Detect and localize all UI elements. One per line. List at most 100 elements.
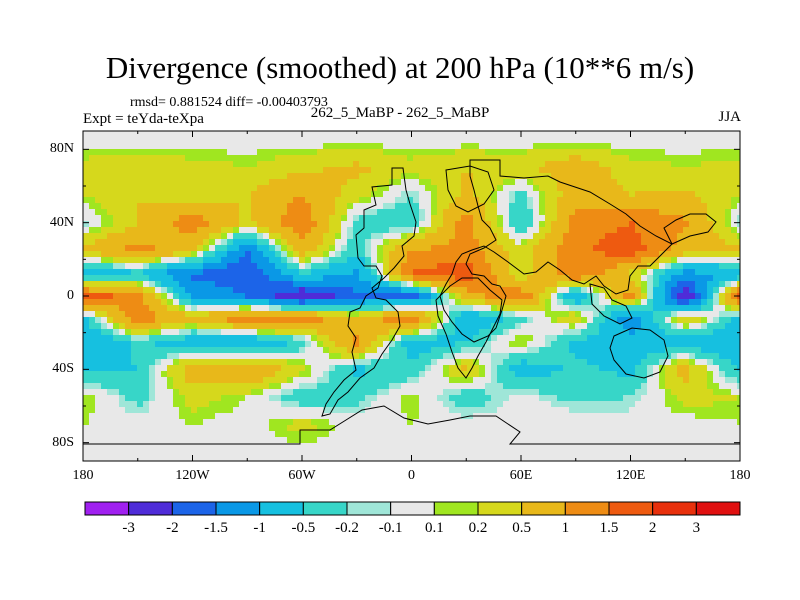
field-cell: [287, 383, 294, 390]
field-cell: [83, 245, 90, 252]
field-cell: [197, 197, 204, 204]
field-cell: [227, 203, 234, 210]
field-cell: [407, 221, 414, 228]
field-cell: [653, 137, 660, 144]
field-cell: [401, 305, 408, 312]
field-cell: [221, 251, 228, 258]
field-cell: [215, 203, 222, 210]
field-cell: [719, 317, 726, 324]
field-cell: [89, 173, 96, 180]
field-cell: [689, 167, 696, 174]
field-cell: [695, 287, 702, 294]
field-cell: [407, 227, 414, 234]
field-cell: [725, 305, 732, 312]
field-cell: [329, 347, 336, 354]
field-cell: [515, 245, 522, 252]
field-cell: [653, 317, 660, 324]
field-cell: [335, 263, 342, 270]
field-cell: [323, 263, 330, 270]
field-cell: [335, 359, 342, 366]
field-cell: [209, 293, 216, 300]
field-cell: [509, 251, 516, 258]
field-cell: [677, 311, 684, 318]
field-cell: [449, 131, 456, 138]
field-cell: [329, 215, 336, 222]
field-cell: [689, 197, 696, 204]
field-cell: [209, 131, 216, 138]
field-cell: [611, 263, 618, 270]
field-cell: [467, 269, 474, 276]
field-cell: [575, 191, 582, 198]
field-cell: [257, 269, 264, 276]
field-cell: [317, 341, 324, 348]
field-cell: [239, 395, 246, 402]
field-cell: [419, 131, 426, 138]
field-cell: [107, 155, 114, 162]
field-cell: [401, 395, 408, 402]
field-cell: [443, 161, 450, 168]
field-cell: [689, 245, 696, 252]
field-cell: [557, 233, 564, 240]
field-cell: [335, 233, 342, 240]
field-cell: [533, 347, 540, 354]
field-cell: [623, 263, 630, 270]
field-cell: [167, 155, 174, 162]
field-cell: [131, 203, 138, 210]
field-cell: [605, 215, 612, 222]
field-cell: [443, 137, 450, 144]
field-cell: [689, 155, 696, 162]
field-cell: [89, 335, 96, 342]
field-cell: [233, 203, 240, 210]
field-cell: [449, 173, 456, 180]
field-cell: [557, 257, 564, 264]
field-cell: [491, 239, 498, 246]
field-cell: [143, 299, 150, 306]
field-cell: [653, 167, 660, 174]
field-cell: [563, 395, 570, 402]
field-cell: [119, 341, 126, 348]
field-cell: [335, 335, 342, 342]
field-cell: [503, 335, 510, 342]
field-cell: [587, 143, 594, 150]
field-cell: [329, 209, 336, 216]
field-cell: [353, 215, 360, 222]
field-cell: [203, 209, 210, 216]
field-cell: [185, 131, 192, 138]
field-cell: [221, 347, 228, 354]
field-cell: [503, 215, 510, 222]
field-cell: [563, 245, 570, 252]
field-cell: [473, 395, 480, 402]
field-cell: [593, 281, 600, 288]
field-cell: [239, 365, 246, 372]
field-cell: [461, 365, 468, 372]
field-cell: [239, 317, 246, 324]
field-cell: [605, 155, 612, 162]
field-cell: [707, 269, 714, 276]
field-cell: [353, 167, 360, 174]
field-cell: [215, 197, 222, 204]
field-cell: [575, 311, 582, 318]
field-cell: [611, 335, 618, 342]
field-cell: [443, 191, 450, 198]
field-cell: [485, 221, 492, 228]
field-cell: [671, 263, 678, 270]
field-cell: [287, 167, 294, 174]
field-cell: [497, 197, 504, 204]
field-cell: [131, 251, 138, 258]
field-cell: [125, 305, 132, 312]
field-cell: [317, 401, 324, 408]
field-cell: [143, 245, 150, 252]
field-cell: [551, 353, 558, 360]
field-cell: [725, 149, 732, 156]
field-cell: [515, 269, 522, 276]
field-cell: [629, 191, 636, 198]
field-cell: [653, 299, 660, 306]
field-cell: [239, 209, 246, 216]
field-cell: [455, 299, 462, 306]
field-cell: [149, 233, 156, 240]
field-cell: [197, 347, 204, 354]
field-cell: [155, 161, 162, 168]
field-cell: [209, 389, 216, 396]
field-cell: [605, 257, 612, 264]
field-cell: [155, 179, 162, 186]
